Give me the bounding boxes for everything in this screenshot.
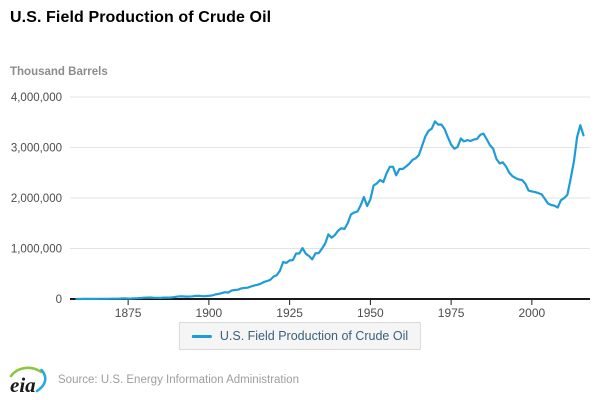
source-text: Source: U.S. Energy Information Administ… [58, 374, 299, 386]
footer: eia Source: U.S. Energy Information Admi… [8, 363, 299, 397]
eia-logo: eia [9, 366, 47, 397]
legend-label: U.S. Field Production of Crude Oil [219, 329, 409, 343]
x-tick-label: 1900 [196, 306, 223, 320]
x-tick-label: 2000 [519, 306, 546, 320]
legend[interactable]: U.S. Field Production of Crude Oil [178, 322, 422, 350]
y-axis-unit-label: Thousand Barrels [10, 66, 108, 78]
legend-line-swatch [191, 334, 212, 338]
x-tick-label: 1950 [357, 306, 384, 320]
y-tick-label: 4,000,000 [11, 92, 62, 104]
y-tick-label: 1,000,000 [11, 244, 62, 256]
series-line[interactable] [75, 120, 585, 301]
x-tick-label: 1875 [115, 306, 142, 320]
x-tick-label: 1975 [438, 306, 465, 320]
y-tick-label: 2,000,000 [11, 193, 62, 205]
eia-logo-swoosh-blue [35, 368, 47, 393]
eia-logo-text: eia [10, 373, 36, 397]
y-tick-label: 3,000,000 [11, 143, 62, 155]
y-tick-label: 0 [56, 294, 62, 306]
chart-title: U.S. Field Production of Crude Oil [10, 9, 272, 26]
x-tick-label: 1925 [276, 306, 303, 320]
eia-logo-leaf-green [9, 366, 43, 378]
